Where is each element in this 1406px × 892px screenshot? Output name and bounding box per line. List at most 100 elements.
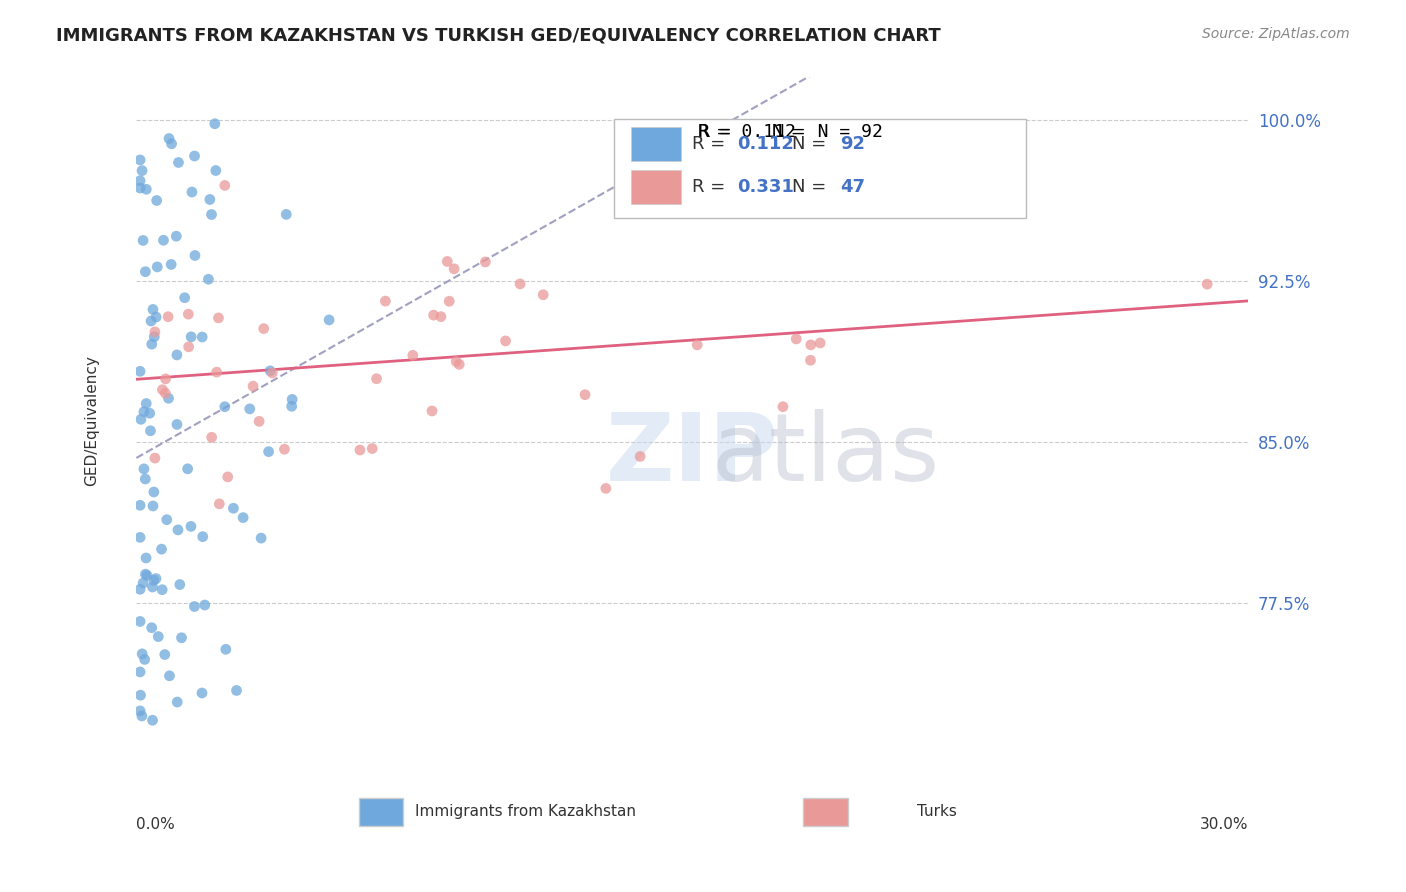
Immigrants from Kazakhstan — [280, 399, 302, 413]
Immigrants from Kazakhstan — [132, 234, 155, 248]
Turks — [177, 307, 200, 321]
Immigrants from Kazakhstan — [131, 163, 153, 178]
Immigrants from Kazakhstan — [176, 462, 198, 476]
Immigrants from Kazakhstan — [129, 704, 152, 718]
Text: R =: R = — [692, 135, 731, 153]
Turks — [157, 310, 180, 324]
Immigrants from Kazakhstan — [135, 182, 157, 196]
Immigrants from Kazakhstan — [169, 577, 191, 591]
Turks — [800, 338, 823, 352]
Immigrants from Kazakhstan — [225, 683, 247, 698]
Turks — [402, 348, 425, 362]
Turks — [628, 450, 651, 464]
Immigrants from Kazakhstan — [259, 364, 281, 378]
Immigrants from Kazakhstan — [170, 631, 193, 645]
Turks — [799, 353, 821, 368]
Turks — [422, 308, 444, 322]
Immigrants from Kazakhstan — [138, 406, 160, 420]
Immigrants from Kazakhstan — [167, 523, 190, 537]
Immigrants from Kazakhstan — [183, 149, 205, 163]
Immigrants from Kazakhstan — [318, 313, 340, 327]
Immigrants from Kazakhstan — [148, 630, 170, 644]
Immigrants from Kazakhstan — [136, 568, 159, 582]
Immigrants from Kazakhstan — [215, 642, 238, 657]
Immigrants from Kazakhstan — [180, 330, 202, 344]
Immigrants from Kazakhstan — [150, 582, 173, 597]
Immigrants from Kazakhstan — [153, 648, 176, 662]
Immigrants from Kazakhstan — [142, 302, 165, 317]
Immigrants from Kazakhstan — [129, 174, 152, 188]
Turks — [785, 332, 807, 346]
Immigrants from Kazakhstan — [145, 310, 167, 324]
Turks — [247, 414, 270, 428]
Text: Turks: Turks — [917, 805, 956, 819]
Immigrants from Kazakhstan — [173, 291, 195, 305]
Turks — [686, 338, 709, 352]
Immigrants from Kazakhstan — [134, 567, 156, 582]
Text: 0.0%: 0.0% — [136, 817, 176, 832]
Immigrants from Kazakhstan — [143, 330, 166, 344]
Immigrants from Kazakhstan — [200, 207, 222, 221]
Turks — [152, 383, 174, 397]
Immigrants from Kazakhstan — [183, 599, 205, 614]
Turks — [253, 321, 276, 335]
Immigrants from Kazakhstan — [132, 576, 155, 591]
Immigrants from Kazakhstan — [250, 531, 273, 545]
Turks — [177, 340, 200, 354]
Turks — [495, 334, 517, 348]
Text: Immigrants from Kazakhstan: Immigrants from Kazakhstan — [415, 805, 636, 819]
Immigrants from Kazakhstan — [204, 117, 226, 131]
Turks — [208, 497, 231, 511]
Turks — [444, 354, 467, 368]
Immigrants from Kazakhstan — [167, 155, 190, 169]
Turks — [349, 442, 371, 457]
Immigrants from Kazakhstan — [129, 498, 152, 512]
Bar — [631, 170, 681, 204]
Immigrants from Kazakhstan — [129, 688, 152, 702]
Turks — [214, 178, 236, 193]
Turks — [143, 451, 166, 466]
Bar — [631, 127, 681, 161]
Text: 92: 92 — [839, 135, 865, 153]
Immigrants from Kazakhstan — [198, 193, 221, 207]
Turks — [205, 365, 228, 379]
Immigrants from Kazakhstan — [191, 530, 214, 544]
Text: ZIP: ZIP — [606, 409, 779, 501]
Immigrants from Kazakhstan — [129, 181, 152, 195]
Turks — [803, 194, 825, 209]
Immigrants from Kazakhstan — [276, 207, 298, 221]
Turks — [574, 387, 596, 401]
Immigrants from Kazakhstan — [129, 412, 152, 426]
Turks — [262, 366, 284, 380]
Immigrants from Kazakhstan — [134, 472, 156, 486]
Immigrants from Kazakhstan — [160, 257, 183, 271]
Immigrants from Kazakhstan — [281, 392, 304, 407]
Text: R =: R = — [692, 178, 731, 196]
Immigrants from Kazakhstan — [181, 185, 204, 199]
Turks — [155, 386, 177, 401]
Immigrants from Kazakhstan — [204, 163, 226, 178]
Turks — [509, 277, 531, 291]
Text: atlas: atlas — [711, 409, 939, 501]
Immigrants from Kazakhstan — [165, 229, 187, 244]
Immigrants from Kazakhstan — [222, 501, 245, 516]
Immigrants from Kazakhstan — [135, 396, 157, 410]
Turks — [443, 261, 465, 276]
Text: Source: ZipAtlas.com: Source: ZipAtlas.com — [1202, 27, 1350, 41]
Immigrants from Kazakhstan — [142, 485, 165, 500]
Turks — [273, 442, 295, 457]
Immigrants from Kazakhstan — [194, 598, 217, 612]
Turks — [772, 400, 794, 414]
Turks — [1197, 277, 1219, 292]
Immigrants from Kazakhstan — [180, 519, 202, 533]
Immigrants from Kazakhstan — [134, 265, 156, 279]
Turks — [430, 310, 453, 324]
Bar — [359, 798, 404, 825]
Immigrants from Kazakhstan — [197, 272, 219, 286]
Immigrants from Kazakhstan — [129, 665, 152, 679]
Immigrants from Kazakhstan — [150, 542, 173, 557]
Immigrants from Kazakhstan — [129, 364, 152, 378]
Immigrants from Kazakhstan — [141, 713, 163, 727]
Immigrants from Kazakhstan — [129, 530, 152, 544]
Text: GED/Equivalency: GED/Equivalency — [84, 355, 100, 486]
